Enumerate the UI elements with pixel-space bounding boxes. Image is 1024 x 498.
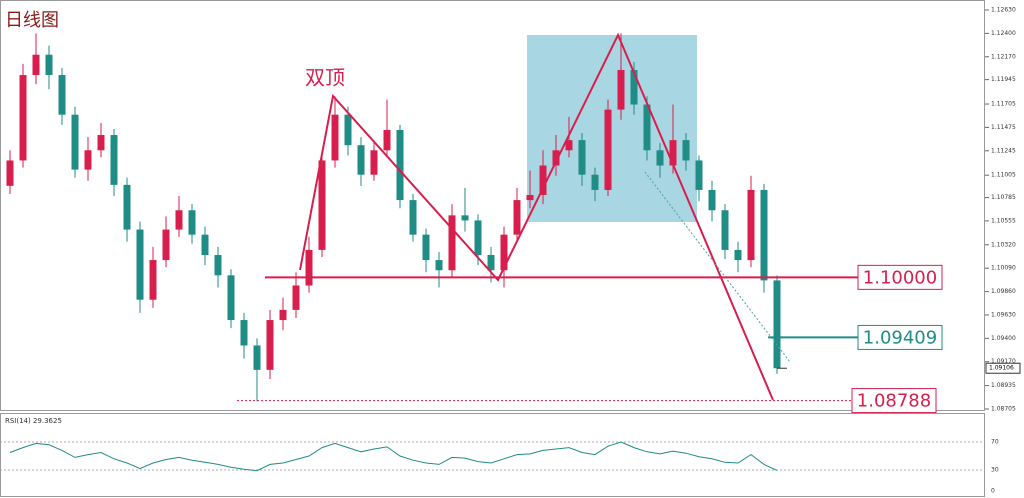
candle-body bbox=[526, 195, 534, 201]
candle-body bbox=[123, 184, 131, 230]
candle-body bbox=[682, 140, 690, 161]
candle-body bbox=[552, 150, 560, 166]
candle-body bbox=[396, 129, 404, 201]
y-tick-label: 1.12170 bbox=[991, 53, 1016, 60]
candle-body bbox=[162, 229, 170, 261]
y-tick-label: 1.10090 bbox=[991, 265, 1016, 272]
highlight-box bbox=[527, 35, 697, 222]
rsi-label: RSI(14) 29.3625 bbox=[5, 417, 62, 425]
candle-body bbox=[331, 114, 339, 161]
candle-body bbox=[71, 114, 79, 170]
rsi-tick-label: 30 bbox=[991, 467, 999, 474]
candle-body bbox=[6, 160, 14, 186]
y-tick-label: 1.11005 bbox=[991, 172, 1016, 179]
y-tick-label: 1.09860 bbox=[991, 288, 1016, 295]
candle-body bbox=[318, 160, 326, 250]
last-price-box bbox=[985, 362, 1021, 374]
candle-body bbox=[578, 140, 586, 175]
candle-body bbox=[643, 104, 651, 151]
candle-body bbox=[344, 114, 352, 146]
y-tick-label: 1.08705 bbox=[991, 406, 1016, 413]
candle-body bbox=[591, 174, 599, 190]
candle-body bbox=[461, 215, 469, 221]
candle-body bbox=[604, 109, 612, 190]
candle-body bbox=[565, 140, 573, 151]
candle-body bbox=[695, 160, 703, 190]
y-tick-label: 1.09630 bbox=[991, 311, 1016, 318]
candle-body bbox=[188, 210, 196, 235]
candle-body bbox=[422, 234, 430, 261]
level-label: 1.10000 bbox=[863, 267, 937, 288]
y-tick-label: 1.11245 bbox=[991, 147, 1016, 154]
candle-body bbox=[253, 345, 261, 370]
candle-body bbox=[734, 249, 742, 261]
candle-body bbox=[513, 200, 521, 235]
y-tick-label: 1.12400 bbox=[991, 30, 1016, 37]
candle-body bbox=[45, 54, 53, 76]
candle-body bbox=[409, 200, 417, 235]
candle-body bbox=[474, 220, 482, 255]
candle-body bbox=[760, 189, 768, 281]
candle-body bbox=[227, 275, 235, 321]
candle-body bbox=[487, 254, 495, 271]
rsi-tick-label: 0 bbox=[991, 488, 995, 495]
pattern-label: 双顶 bbox=[305, 66, 345, 90]
candle-body bbox=[448, 215, 456, 271]
candle-body bbox=[266, 320, 274, 370]
candle-body bbox=[84, 150, 92, 170]
y-tick-label: 1.11945 bbox=[991, 76, 1016, 83]
candle-body bbox=[669, 140, 677, 166]
candle-body bbox=[149, 260, 157, 300]
candle-body bbox=[617, 69, 625, 110]
candle-body bbox=[383, 129, 391, 151]
y-tick-label: 1.11475 bbox=[991, 124, 1016, 131]
candle-body bbox=[110, 135, 118, 185]
candle-body bbox=[435, 260, 443, 271]
candle-body bbox=[175, 210, 183, 230]
candle-body bbox=[656, 150, 664, 166]
candle-body bbox=[370, 150, 378, 175]
candle-body bbox=[539, 165, 547, 196]
candle-body bbox=[292, 285, 300, 310]
level-label: 1.09409 bbox=[863, 327, 937, 348]
rsi-line bbox=[9, 441, 778, 472]
y-tick-label: 1.08935 bbox=[991, 382, 1016, 389]
last-price-label: 1.09106 bbox=[989, 365, 1014, 372]
candle-body bbox=[201, 234, 209, 255]
rsi-tick-label: 70 bbox=[991, 439, 999, 446]
candle-body bbox=[305, 249, 313, 286]
candle-body bbox=[32, 54, 40, 76]
candle-body bbox=[279, 309, 287, 321]
rsi-frame bbox=[0, 413, 985, 497]
candle-body bbox=[500, 234, 508, 271]
level-box bbox=[857, 264, 943, 290]
y-tick-label: 1.11705 bbox=[991, 101, 1016, 108]
y-tick-label: 1.10320 bbox=[991, 241, 1016, 248]
candle-body bbox=[19, 75, 27, 161]
candle-body bbox=[747, 189, 755, 261]
level-box bbox=[857, 324, 943, 350]
candle-body bbox=[773, 280, 781, 369]
candle-body bbox=[58, 75, 66, 115]
y-tick-label: 1.09400 bbox=[991, 335, 1016, 342]
main-frame bbox=[0, 0, 985, 411]
level-box bbox=[851, 388, 937, 414]
candle-body bbox=[214, 254, 222, 276]
chart-title: 日线图 bbox=[5, 10, 59, 31]
double-top-pattern bbox=[299, 32, 774, 401]
candle-body bbox=[721, 210, 729, 250]
candle-body bbox=[240, 320, 248, 346]
y-tick-label: 1.09170 bbox=[991, 358, 1016, 365]
candle-body bbox=[357, 145, 365, 175]
candle-body bbox=[708, 189, 716, 211]
level-label: 1.08788 bbox=[857, 391, 931, 412]
candle-body bbox=[136, 229, 144, 300]
y-tick-label: 1.10555 bbox=[991, 217, 1016, 224]
y-tick-label: 1.12630 bbox=[991, 7, 1016, 14]
candle-body bbox=[630, 69, 638, 105]
candle-body bbox=[97, 135, 105, 151]
y-tick-label: 1.10785 bbox=[991, 194, 1016, 201]
